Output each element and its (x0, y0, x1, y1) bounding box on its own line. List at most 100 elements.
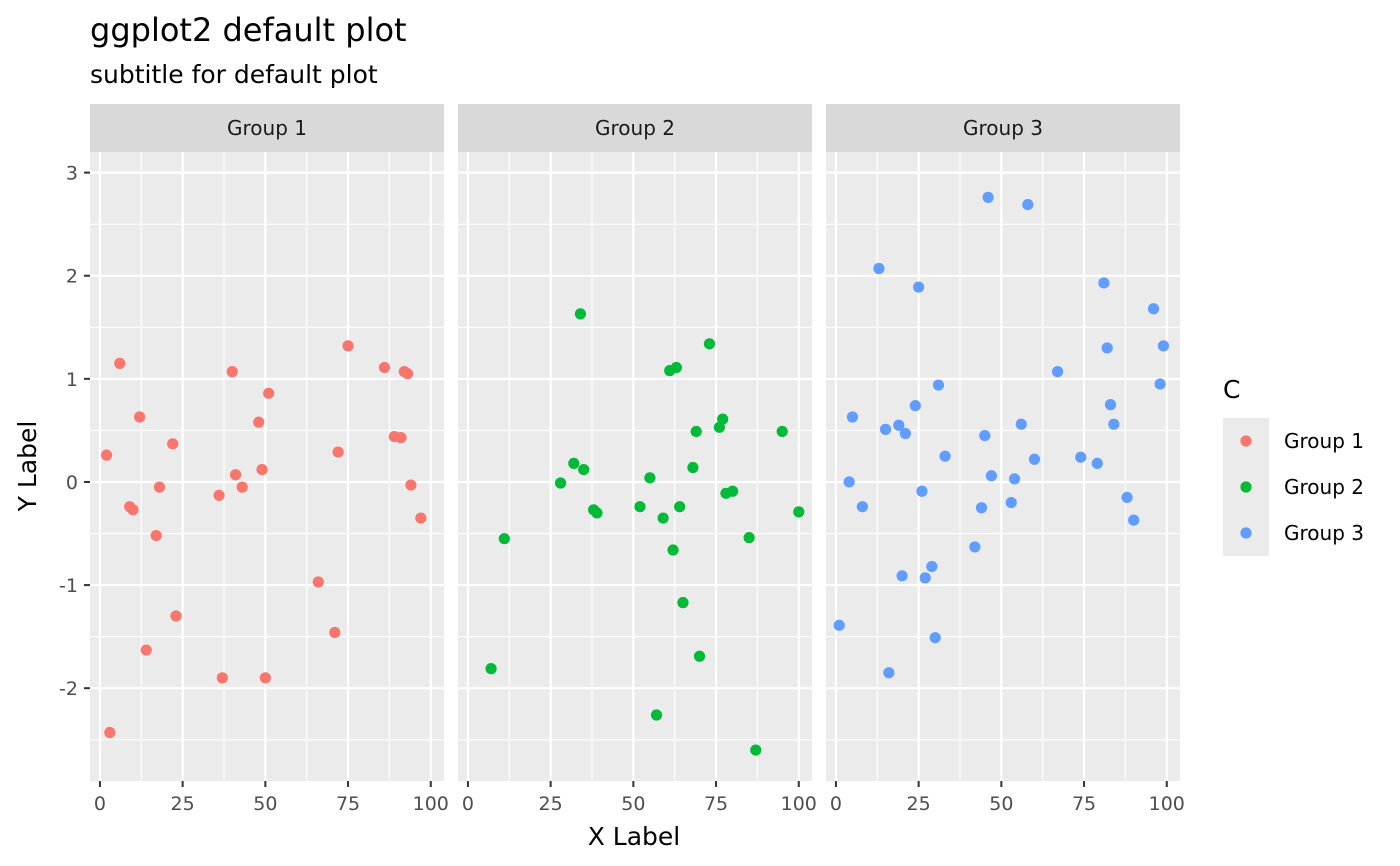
x-tick-label: 50 (253, 793, 277, 815)
data-point (229, 469, 242, 481)
data-point (703, 338, 716, 350)
data-point (405, 479, 417, 491)
panel-background (826, 152, 1180, 781)
y-tick-label: 3 (66, 163, 78, 185)
x-tick-label: 0 (830, 793, 842, 815)
data-point (236, 481, 248, 493)
data-point (1121, 491, 1133, 504)
data-point (985, 470, 998, 482)
y-tick-label: -2 (59, 678, 78, 700)
data-point (402, 368, 414, 380)
x-tick-label: 50 (621, 793, 645, 815)
x-axis-label: X Label (588, 822, 681, 851)
data-point (591, 507, 603, 519)
x-tick-label: 75 (336, 793, 360, 815)
data-point (932, 379, 945, 391)
data-point (415, 512, 427, 524)
x-tick-label: 100 (1149, 793, 1185, 815)
data-point (982, 191, 994, 203)
data-point (1154, 378, 1166, 390)
data-point (263, 387, 275, 399)
facet-panel-3: Group 3 (826, 104, 1180, 781)
data-point (916, 485, 928, 497)
data-point (170, 610, 182, 622)
data-point (1051, 366, 1064, 378)
data-point (896, 570, 908, 582)
data-point (979, 429, 991, 442)
data-point (657, 512, 669, 524)
chart-subtitle: subtitle for default plot (90, 60, 378, 89)
legend-label: Group 2 (1284, 475, 1364, 499)
data-point (332, 446, 344, 458)
x-tick-label: 100 (413, 793, 449, 815)
data-point (690, 425, 702, 438)
data-point (975, 502, 988, 514)
data-point (342, 340, 354, 352)
data-point (1157, 340, 1170, 352)
data-point (693, 650, 706, 662)
x-tick-label: 0 (462, 793, 474, 815)
data-point (743, 532, 755, 544)
data-point (846, 411, 859, 423)
y-tick-label: -1 (59, 575, 78, 597)
chart-title: ggplot2 default plot (90, 11, 407, 49)
data-point (256, 463, 268, 476)
data-point (634, 501, 646, 513)
x-axis: 0 25 50 75 100 0 25 50 75 100 0 25 50 75 100 (94, 781, 1185, 815)
data-point (929, 632, 941, 644)
panel-background (90, 152, 444, 781)
facet-strip-label-1: Group 1 (227, 116, 307, 140)
data-point (378, 361, 391, 374)
x-tick-label: 25 (539, 793, 563, 815)
data-point (793, 506, 805, 518)
data-point (1008, 473, 1021, 485)
x-tick-label: 75 (1072, 793, 1096, 815)
data-point (1075, 451, 1087, 463)
data-point (674, 501, 686, 513)
x-tick-label: 75 (704, 793, 728, 815)
panel-background (458, 152, 812, 781)
data-point (1108, 418, 1120, 430)
data-point (104, 726, 116, 739)
x-tick-label: 25 (907, 793, 931, 815)
y-tick-label: 0 (66, 472, 78, 494)
data-point (833, 619, 845, 631)
data-point (578, 463, 590, 476)
data-point (879, 423, 892, 435)
data-point (726, 485, 739, 497)
data-point (926, 560, 938, 573)
data-point (1022, 198, 1034, 211)
data-point (909, 400, 921, 412)
data-point (667, 544, 679, 556)
legend-label: Group 3 (1284, 521, 1364, 545)
facet-panels: Group 1 Group 2 Group 3 (90, 104, 1180, 781)
data-point (1005, 496, 1017, 509)
data-point (650, 709, 663, 721)
data-point (687, 461, 699, 474)
data-point (226, 366, 238, 378)
data-point (259, 672, 271, 684)
data-point (1015, 418, 1027, 430)
data-point (100, 449, 113, 461)
data-point (644, 472, 656, 484)
facet-strip-1 (90, 104, 444, 152)
data-point (1098, 277, 1110, 289)
data-point (253, 416, 265, 428)
data-point (1101, 342, 1113, 354)
data-point (1147, 303, 1160, 315)
data-point (568, 457, 580, 470)
facet-strip-label-2: Group 2 (595, 116, 675, 140)
data-point (395, 432, 407, 444)
data-point (134, 411, 146, 423)
legend-swatch (1240, 435, 1252, 447)
facet-panel-1: Group 1 (90, 104, 444, 781)
data-point (312, 576, 324, 588)
data-point (1128, 514, 1140, 526)
x-tick-label: 100 (781, 793, 817, 815)
x-tick-label: 50 (989, 793, 1013, 815)
data-point (873, 262, 885, 275)
data-point (856, 501, 868, 513)
facet-strip-2 (458, 104, 812, 152)
facet-strip-3 (826, 104, 1180, 152)
